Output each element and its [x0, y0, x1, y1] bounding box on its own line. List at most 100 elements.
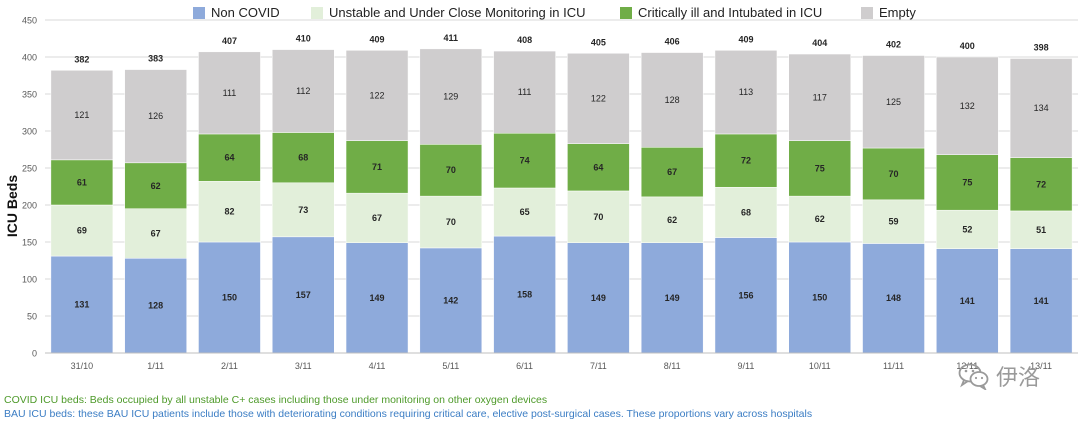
- bar-segment-empty: [124, 69, 187, 164]
- bau-beds-note: BAU ICU beds: these BAU ICU patients inc…: [4, 408, 813, 420]
- x-tick-label: 10/11: [809, 361, 831, 371]
- bar-value-label: 62: [151, 181, 161, 191]
- bar-total-label: 400: [960, 41, 975, 51]
- bar-value-label: 128: [665, 95, 680, 105]
- legend-swatch: [620, 6, 632, 19]
- bar-value-label: 157: [296, 290, 311, 300]
- bar-total-label: 407: [222, 36, 237, 46]
- bar-segment-empty: [50, 70, 114, 161]
- bar-segment-critically-ill-and-intubated-in-icu: [788, 140, 851, 197]
- bar-total-label: 409: [370, 34, 385, 44]
- bar-total-label: 402: [886, 40, 901, 50]
- bar-segment-critically-ill-and-intubated-in-icu: [640, 147, 704, 198]
- bars: 131 69 61 121 382 128 67 62 126 383 150 82 64 111 407 1…: [50, 33, 1073, 354]
- bar-value-label: 129: [443, 92, 458, 102]
- bar-segment-unstable-and-under-close-monitoring-in-icu: [272, 182, 335, 238]
- bar-value-label: 131: [74, 300, 89, 310]
- bar-value-label: 149: [370, 293, 385, 303]
- bar-segment-unstable-and-under-close-monitoring-in-icu: [788, 195, 851, 243]
- x-tick-label: 2/11: [221, 361, 238, 371]
- bar-value-label: 128: [148, 301, 163, 311]
- x-tick-label: 12/11: [956, 361, 978, 371]
- bar-total-label: 408: [517, 35, 532, 45]
- bar-value-label: 150: [812, 293, 827, 303]
- bar-segment-empty: [862, 55, 925, 149]
- bar-segment-unstable-and-under-close-monitoring-in-icu: [1009, 210, 1073, 249]
- bar-segment-critically-ill-and-intubated-in-icu: [1009, 157, 1073, 212]
- bar-value-label: 113: [739, 87, 753, 97]
- bar-segment-non-covid: [419, 247, 483, 354]
- bar-value-label: 62: [667, 215, 677, 225]
- y-tick-label: 350: [22, 90, 37, 100]
- bar-segment-critically-ill-and-intubated-in-icu: [936, 154, 999, 211]
- bar-segment-non-covid: [272, 236, 335, 354]
- watermark: 伊洛: [958, 360, 1040, 392]
- y-axis-ticks: 0 50 100 150 200 250 300 350 400 450: [22, 16, 37, 359]
- bar-total-label: 410: [296, 34, 311, 44]
- bar-total-label: 383: [148, 54, 163, 64]
- bar-segment-empty: [198, 51, 261, 135]
- bar-value-label: 141: [1034, 296, 1049, 306]
- bar-value-label: 122: [591, 93, 606, 103]
- y-tick-label: 50: [27, 312, 37, 322]
- bar-value-label: 72: [741, 156, 751, 166]
- bar-segment-critically-ill-and-intubated-in-icu: [567, 143, 630, 192]
- bar-value-label: 67: [667, 167, 677, 177]
- y-tick-label: 200: [22, 201, 37, 211]
- legend-item-unstable: Unstable and Under Close Monitoring in I…: [311, 5, 586, 20]
- bar-segment-non-covid: [345, 242, 409, 354]
- wechat-icon: [958, 363, 989, 390]
- legend-swatch: [861, 6, 873, 19]
- bar-value-label: 112: [296, 86, 310, 96]
- bar-total-label: 411: [444, 33, 459, 43]
- x-tick-label: 5/11: [442, 361, 459, 371]
- bar-value-label: 70: [889, 169, 899, 179]
- bar-segment-empty: [714, 50, 778, 135]
- legend-item-non-covid: Non COVID: [193, 5, 280, 20]
- bar-segment-critically-ill-and-intubated-in-icu: [272, 132, 335, 184]
- bar-segment-critically-ill-and-intubated-in-icu: [862, 147, 925, 201]
- bar-segment-empty: [272, 49, 335, 133]
- x-tick-label: 4/11: [369, 361, 386, 371]
- y-tick-label: 100: [22, 275, 37, 285]
- bar-segment-empty: [640, 52, 704, 148]
- y-tick-label: 450: [22, 16, 37, 26]
- bar-value-label: 125: [886, 97, 901, 107]
- bar-value-label: 68: [298, 153, 308, 163]
- bar-segment-empty: [788, 53, 851, 141]
- bar-value-label: 134: [1034, 103, 1049, 113]
- bar-segment-unstable-and-under-close-monitoring-in-icu: [862, 199, 925, 244]
- bar-segment-unstable-and-under-close-monitoring-in-icu: [567, 190, 630, 243]
- y-tick-label: 300: [22, 127, 37, 137]
- bar-value-label: 70: [593, 212, 603, 222]
- bar-segment-unstable-and-under-close-monitoring-in-icu: [714, 186, 778, 238]
- bar-value-label: 65: [520, 207, 530, 217]
- bar-segment-unstable-and-under-close-monitoring-in-icu: [419, 195, 483, 249]
- bar-value-label: 121: [74, 110, 89, 120]
- x-tick-label: 13/11: [1030, 361, 1052, 371]
- watermark-text: 伊洛: [996, 366, 1041, 391]
- bar-segment-empty: [936, 56, 999, 155]
- bar-value-label: 132: [960, 101, 975, 111]
- bar-segment-unstable-and-under-close-monitoring-in-icu: [936, 209, 999, 249]
- y-tick-label: 400: [22, 53, 37, 63]
- x-tick-label: 1/11: [147, 361, 164, 371]
- bar-value-label: 74: [520, 156, 530, 166]
- x-tick-label: 11/11: [883, 361, 904, 371]
- legend-label: Empty: [879, 5, 916, 20]
- bar-value-label: 70: [446, 165, 456, 175]
- y-tick-label: 250: [22, 164, 37, 174]
- legend-swatch: [193, 6, 205, 19]
- bar-segment-non-covid: [567, 242, 630, 354]
- bar-segment-non-covid: [493, 235, 556, 354]
- legend: Non COVID Unstable and Under Close Monit…: [0, 5, 1080, 23]
- x-axis-ticks: 31/10 1/11 2/11 3/11 4/11 5/11 6/11 7/11 8/11 9/1…: [71, 361, 1052, 371]
- bar-value-label: 67: [372, 213, 382, 223]
- legend-swatch: [311, 6, 323, 19]
- bar-value-label: 142: [443, 295, 458, 305]
- bar-segment-empty: [419, 48, 483, 145]
- bar-value-label: 64: [224, 153, 234, 163]
- bar-segment-non-covid: [50, 255, 114, 354]
- bar-value-label: 149: [591, 293, 606, 303]
- bar-value-label: 51: [1036, 225, 1046, 235]
